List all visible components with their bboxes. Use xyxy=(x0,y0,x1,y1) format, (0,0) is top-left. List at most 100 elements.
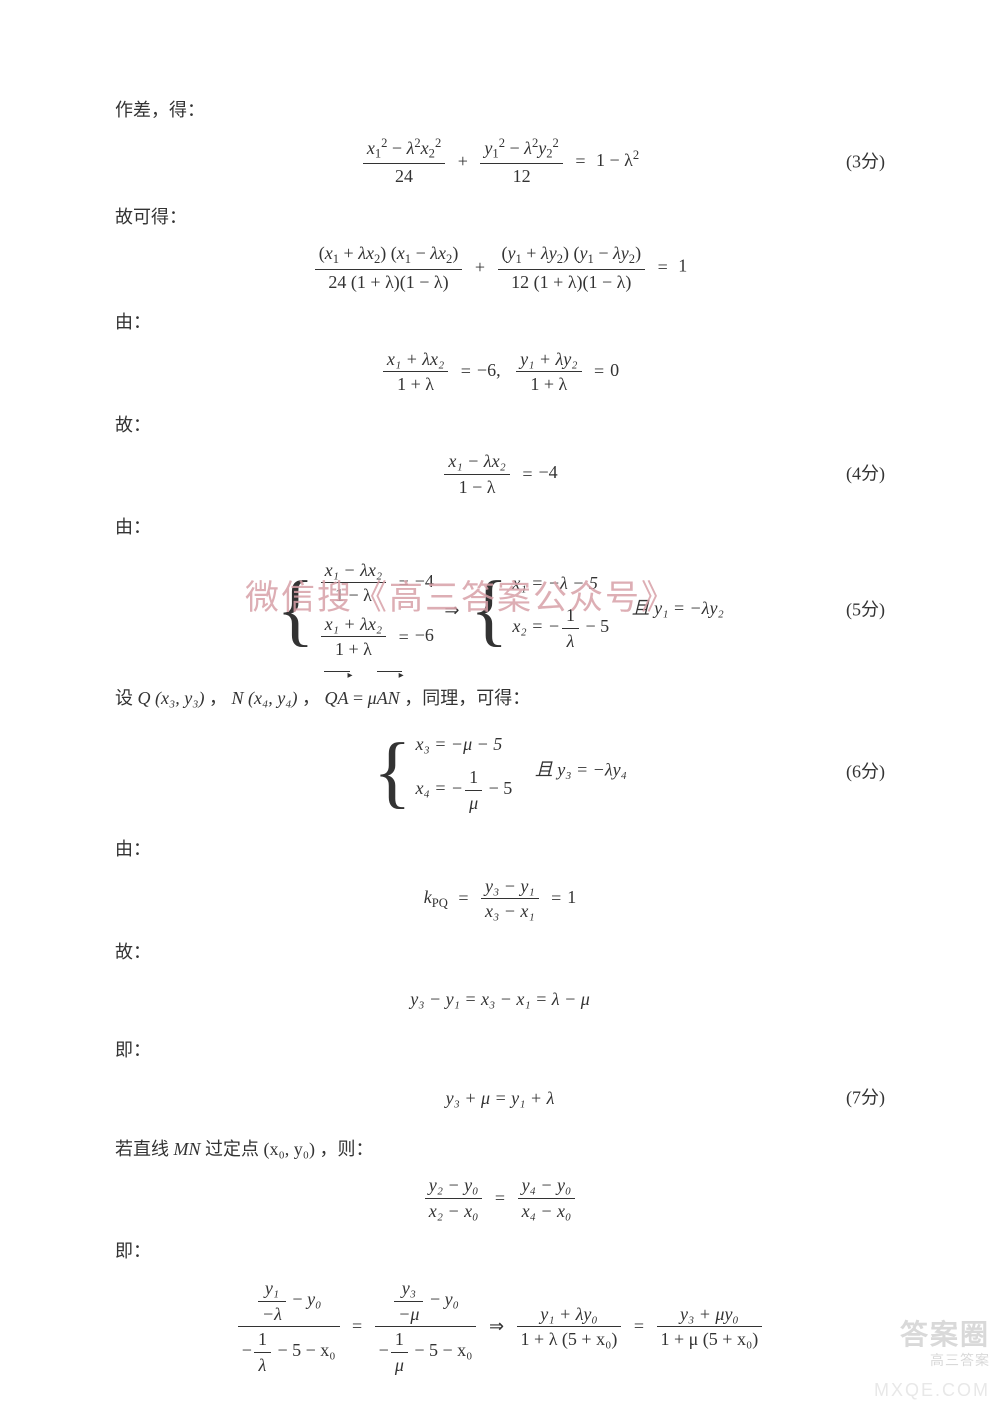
v: x xyxy=(397,243,405,263)
num: x₁ + λx₂ xyxy=(383,348,448,373)
text-line-5: 由： xyxy=(115,512,885,543)
n: y₁ xyxy=(258,1277,286,1302)
score-label-5: (5分) xyxy=(846,595,885,626)
equation-7: kPQ = y₃ − y₁x₃ − x₁ =1 xyxy=(115,875,885,923)
t: − 5 − x₀ xyxy=(410,1340,473,1360)
d: x₃ − x₁ xyxy=(481,899,539,923)
n: y₄ − y₀ xyxy=(518,1174,576,1199)
rhs: 1 xyxy=(678,256,687,276)
vec-AN: AN xyxy=(377,681,400,714)
pt: (x₀, y₀) xyxy=(264,1139,316,1159)
n: 1 xyxy=(391,1328,408,1353)
text-line-2: 故可得： xyxy=(115,202,885,233)
t: − 5 xyxy=(484,778,512,798)
var: x xyxy=(367,138,375,158)
n: 1 xyxy=(562,604,579,629)
n: 1 xyxy=(465,766,482,791)
MN: MN xyxy=(174,1139,201,1159)
d: −μ xyxy=(394,1302,423,1326)
equation-11: y₁−λ − y₀ −1λ − 5 − x₀ = y₃−μ − y₀ −1μ −… xyxy=(115,1277,885,1376)
v: x xyxy=(325,243,333,263)
watermark-corner: 答案圈 高三答案 MXQE.COM xyxy=(874,1322,990,1406)
text-line-7: 由： xyxy=(115,834,885,865)
vec-QA: QA xyxy=(324,681,348,714)
n: y₁ + λy₀ xyxy=(517,1303,622,1328)
equation-9: y₃ + μ = y₁ + λ (7分) xyxy=(115,1076,885,1120)
d: x₄ − x₀ xyxy=(518,1199,576,1223)
v: y₀ xyxy=(445,1289,459,1309)
v: y xyxy=(508,243,516,263)
eq: y₃ − y₁ = x₃ − x₁ = λ − μ xyxy=(410,984,590,1015)
d: x₂ − x₀ xyxy=(425,1199,483,1223)
v: y₀ xyxy=(307,1289,321,1309)
text-line-1: 作差，得： xyxy=(115,95,885,126)
text-line-9: 即： xyxy=(115,1035,885,1066)
rhs: 1 − λ xyxy=(596,150,633,170)
v: −6 xyxy=(415,625,434,645)
equation-1: x12 − λ2x22 24 + y12 − λ2y22 12 = 1 − λ2… xyxy=(115,136,885,188)
n: 1 xyxy=(254,1328,271,1353)
t: ，则： xyxy=(320,1139,374,1159)
sub: PQ xyxy=(432,896,448,910)
val: 0 xyxy=(610,360,619,380)
tail: 且 y₁ = −λy₂ xyxy=(632,598,724,618)
text-line-11: 即： xyxy=(115,1236,885,1267)
N: N (x₄, y₄) xyxy=(231,688,297,708)
equation-8: y₃ − y₁ = x₃ − x₁ = λ − μ xyxy=(115,977,885,1021)
n: y₂ − y₀ xyxy=(425,1174,483,1199)
v: λx xyxy=(358,243,374,263)
num: x₁ − λx₂ xyxy=(321,559,386,584)
den: 1 + λ xyxy=(383,372,448,396)
score-label-6: (6分) xyxy=(846,756,885,787)
n: y₃ + μy₀ xyxy=(657,1303,763,1328)
mu: μ xyxy=(368,688,377,708)
num: y₁ + λy₂ xyxy=(516,348,581,373)
t: x₄ = − xyxy=(416,778,464,798)
n: y₃ − y₁ xyxy=(481,875,539,900)
k: k xyxy=(424,887,432,907)
v: λx xyxy=(430,243,446,263)
den: 1 − λ xyxy=(444,475,509,499)
equation-4: x₁ − λx₂1 − λ =−4 (4分) xyxy=(115,450,885,498)
den: 1 − λ xyxy=(321,583,386,607)
text-line-10: 若直线 MN 过定点 (x₀, y₀) ，则： xyxy=(115,1134,885,1165)
num: x₁ − λx₂ xyxy=(444,450,509,475)
t: 设 xyxy=(115,688,138,708)
eq: y₃ + μ = y₁ + λ xyxy=(446,1083,555,1114)
wm-line: 高三答案 xyxy=(874,1350,990,1374)
den: 1 + λ xyxy=(516,372,581,396)
v: λy xyxy=(613,243,629,263)
t: ， xyxy=(209,688,227,708)
d: 1 + λ (5 + x₀) xyxy=(517,1327,622,1351)
case: x₁ = −λ − 5 xyxy=(512,568,609,599)
t: − 5 − x₀ xyxy=(273,1340,336,1360)
Q: Q (x₃, y₃) xyxy=(138,688,205,708)
equation-5: { x₁ − λx₂1 − λ =−4 x₁ + λx₂1 + λ =−6 ⇒ … xyxy=(115,553,885,667)
den: 12 (1 + λ)(1 − λ) xyxy=(498,270,646,294)
page: 作差，得： x12 − λ2x22 24 + y12 − λ2y22 12 = … xyxy=(0,0,1000,1414)
score-label-1: (3分) xyxy=(846,146,885,177)
n: y₃ xyxy=(394,1277,423,1302)
v: 1 xyxy=(567,887,576,907)
t: 过定点 xyxy=(205,1139,264,1159)
val: −4 xyxy=(538,462,557,482)
d: 1 + μ (5 + x₀) xyxy=(657,1327,763,1351)
t: ，同理，可得： xyxy=(404,688,530,708)
d: λ xyxy=(254,1353,271,1377)
equation-3: x₁ + λx₂1 + λ =−6, y₁ + λy₂1 + λ =0 xyxy=(115,348,885,396)
den: 12 xyxy=(480,164,562,188)
t: ， xyxy=(302,688,320,708)
d: −λ xyxy=(258,1302,286,1326)
equation-6: { x₃ = −μ − 5 x₄ = −1μ − 5 且 y₃ = −λy₄ (… xyxy=(115,723,885,820)
den: 24 xyxy=(363,164,445,188)
t: 若直线 xyxy=(115,1139,174,1159)
t: x₂ = − xyxy=(512,616,560,636)
v: λy xyxy=(541,243,557,263)
wm-line: 答案圈 xyxy=(874,1322,990,1350)
text-line-6: 设 Q (x₃, y₃) ， N (x₄, y₄) ， QA = μAN ，同理… xyxy=(115,681,885,714)
v: −4 xyxy=(415,571,434,591)
wm-line: MXQE.COM xyxy=(874,1375,990,1406)
text-line-8: 故： xyxy=(115,937,885,968)
equation-2: (x1 + λx2) (x1 − λx2) 24 (1 + λ)(1 − λ) … xyxy=(115,242,885,293)
d: λ xyxy=(562,629,579,653)
